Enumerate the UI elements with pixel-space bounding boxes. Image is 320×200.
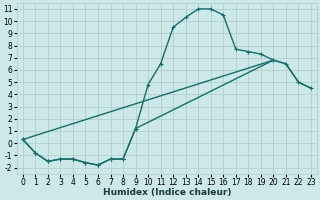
X-axis label: Humidex (Indice chaleur): Humidex (Indice chaleur) <box>103 188 231 197</box>
